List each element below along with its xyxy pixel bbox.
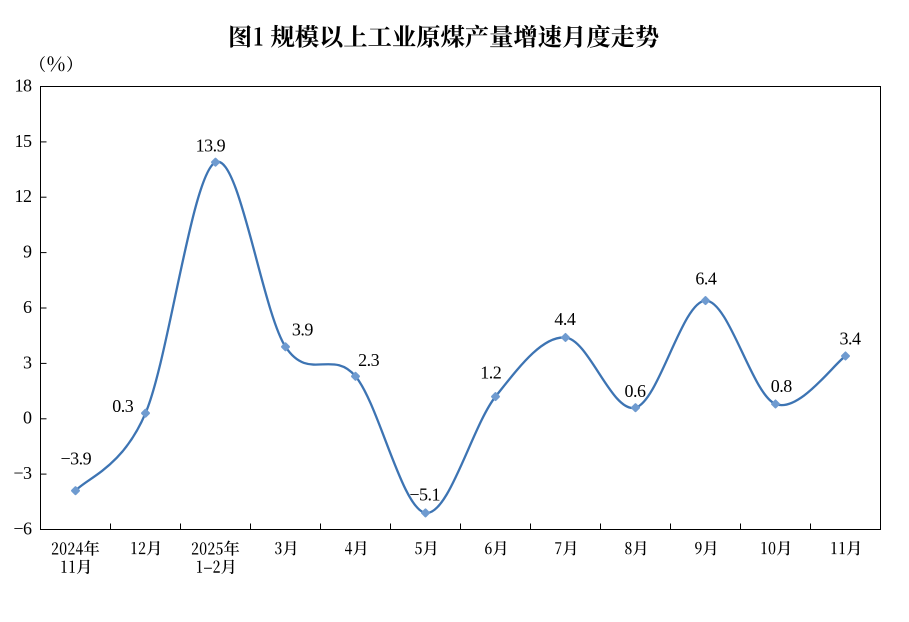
svg-text:15: 15 — [15, 131, 33, 151]
svg-text:−5.1: −5.1 — [409, 485, 440, 505]
svg-text:6.4: 6.4 — [695, 269, 717, 289]
svg-text:13.9: 13.9 — [196, 136, 226, 156]
svg-text:−3: −3 — [13, 463, 32, 483]
svg-text:1.2: 1.2 — [480, 363, 501, 383]
svg-text:9: 9 — [23, 242, 32, 262]
svg-text:0.3: 0.3 — [112, 396, 134, 416]
svg-text:6: 6 — [23, 297, 32, 317]
svg-text:18: 18 — [15, 75, 33, 95]
svg-text:12: 12 — [15, 186, 32, 206]
svg-text:3.9: 3.9 — [292, 320, 314, 340]
svg-text:3: 3 — [23, 352, 32, 372]
svg-text:4.4: 4.4 — [554, 309, 576, 329]
svg-text:0.8: 0.8 — [771, 376, 793, 396]
svg-text:−3.9: −3.9 — [60, 448, 91, 468]
svg-text:3.4: 3.4 — [840, 329, 862, 349]
svg-text:−6: −6 — [13, 518, 32, 538]
svg-text:0.6: 0.6 — [625, 381, 647, 401]
svg-text:2.3: 2.3 — [358, 350, 380, 370]
svg-text:0: 0 — [23, 408, 32, 428]
